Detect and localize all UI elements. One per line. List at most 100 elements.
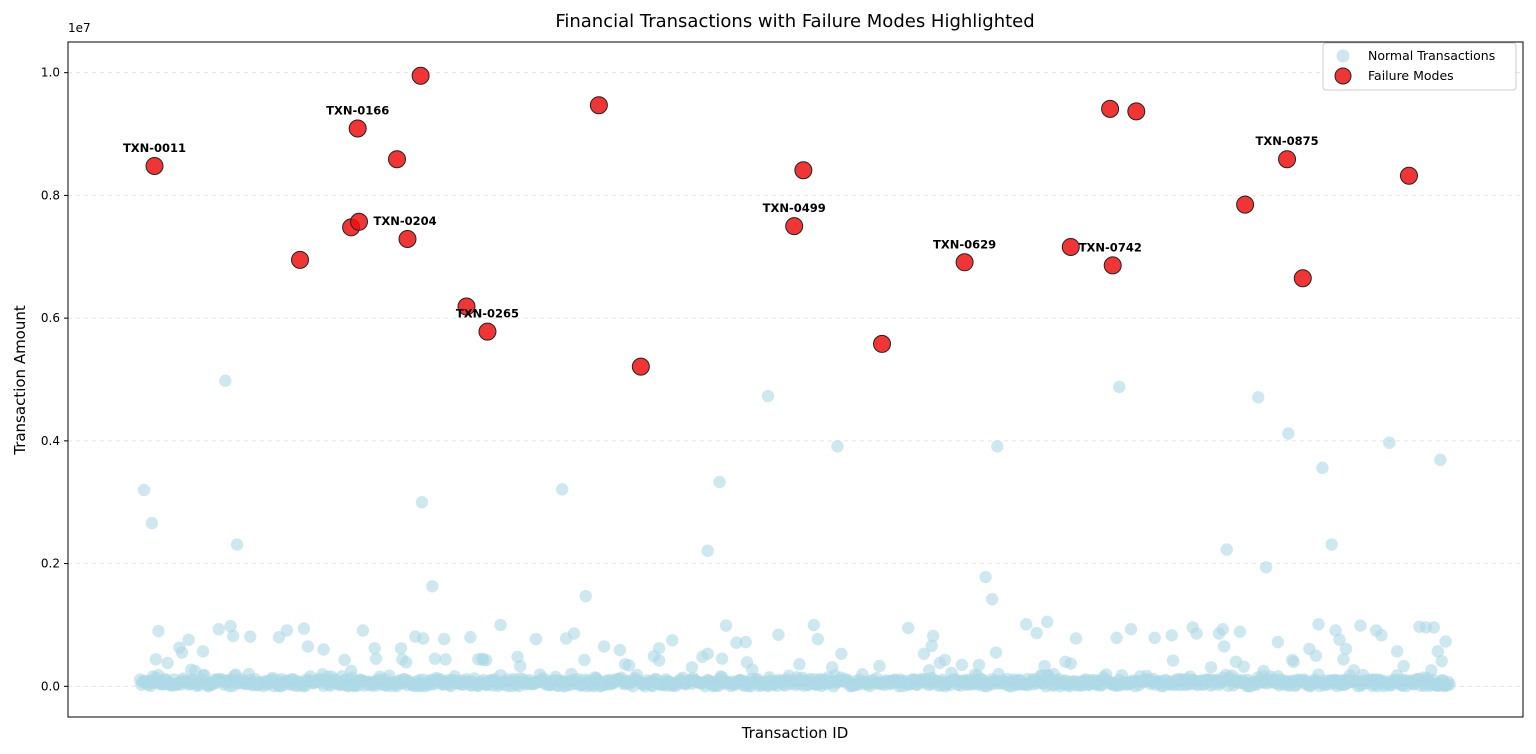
normal-point (1038, 659, 1051, 673)
failure-label: TXN-0629 (933, 237, 996, 251)
normal-point (1333, 633, 1346, 646)
normal-point (230, 538, 244, 551)
normal-point (426, 580, 439, 593)
normal-point (578, 653, 591, 667)
legend-marker-failure (1334, 67, 1352, 85)
legend-label-failure: Failure Modes (1368, 68, 1454, 83)
normal-point (622, 659, 636, 672)
normal-point (1217, 640, 1231, 653)
failure-point (785, 217, 804, 236)
normal-point (985, 592, 999, 606)
normal-point (925, 639, 939, 653)
normal-point (356, 624, 370, 637)
normal-point (145, 516, 159, 530)
normal-point (188, 664, 202, 678)
normal-point (1383, 436, 1396, 449)
normal-point (1040, 615, 1054, 629)
failure-label: TXN-0204 (374, 214, 437, 228)
failure-point (398, 229, 417, 248)
normal-point (1216, 623, 1230, 636)
normal-point (464, 631, 477, 644)
normal-point (1439, 635, 1452, 648)
normal-point (369, 652, 383, 665)
normal-point (1257, 664, 1270, 678)
failure-point (348, 119, 367, 138)
normal-point (923, 664, 936, 677)
normal-point (1325, 538, 1338, 551)
normal-point (746, 663, 759, 676)
normal-point (149, 653, 163, 666)
normal-point (244, 630, 257, 643)
failure-point (411, 66, 430, 85)
normal-point (826, 661, 839, 674)
failure-point (1061, 237, 1080, 256)
failure-point (1103, 256, 1122, 275)
normal-point (439, 653, 452, 666)
normal-point (652, 654, 666, 667)
normal-point (715, 652, 729, 665)
normal-point (338, 653, 351, 667)
failure-label: TXN-0166 (326, 104, 389, 118)
failure-point (589, 96, 608, 115)
normal-point (739, 635, 752, 649)
normal-point (219, 374, 232, 387)
failure-point (955, 253, 974, 272)
failure-point (794, 161, 813, 180)
normal-point (1190, 627, 1203, 640)
failure-point (1236, 195, 1255, 214)
normal-point (1113, 380, 1126, 394)
normal-point (666, 634, 679, 647)
normal-point (902, 621, 915, 635)
normal-point (1204, 661, 1218, 674)
normal-point (196, 645, 210, 658)
failure-point (388, 150, 407, 169)
normal-point (1337, 653, 1350, 666)
normal-point (1064, 657, 1077, 670)
normal-point (1166, 654, 1180, 667)
x-axis-label: Transaction ID (741, 724, 849, 742)
normal-point (394, 642, 408, 655)
normal-point (555, 483, 569, 496)
normal-point (831, 440, 844, 453)
normal-point (696, 650, 709, 664)
normal-point (613, 643, 627, 657)
normal-point (1286, 653, 1299, 667)
normal-point (1339, 642, 1353, 656)
grid-lines (68, 72, 1523, 687)
normal-point (1397, 659, 1410, 673)
normal-point (1316, 461, 1329, 475)
normal-point (472, 653, 485, 666)
y-scale-label: 1e7 (68, 21, 91, 35)
normal-point (772, 628, 785, 641)
failure-point (457, 297, 476, 316)
normal-point (1069, 632, 1083, 645)
legend-marker-normal (1336, 49, 1350, 63)
normal-point (713, 475, 726, 489)
chart-title: Financial Transactions with Failure Mode… (555, 11, 1034, 32)
normal-point (428, 652, 442, 665)
normal-point (212, 623, 225, 636)
failure-label: TXN-0011 (123, 141, 186, 155)
normal-point (730, 636, 743, 649)
normal-point (368, 642, 381, 655)
normal-point (1259, 561, 1273, 574)
normal-point (1427, 621, 1441, 634)
y-tick-label: 0.4 (41, 434, 60, 448)
normal-point (811, 632, 824, 646)
normal-point (1237, 660, 1250, 673)
normal-point (1434, 453, 1447, 467)
y-ticks: 0.0 0.2 0.4 0.6 0.8 1.0 (41, 66, 68, 693)
normal-point (1148, 631, 1161, 645)
normal-point (1375, 629, 1388, 642)
failure-point (1101, 99, 1120, 118)
normal-point (1020, 618, 1033, 631)
failure-point (631, 357, 650, 376)
failure-point (478, 322, 497, 341)
normal-point (955, 658, 969, 672)
normal-point (494, 618, 507, 632)
failure-point (350, 212, 368, 231)
failure-label: TXN-0875 (1255, 134, 1318, 148)
y-tick-label: 0.6 (41, 311, 60, 325)
normal-point (1124, 623, 1138, 636)
normal-point (182, 633, 195, 646)
